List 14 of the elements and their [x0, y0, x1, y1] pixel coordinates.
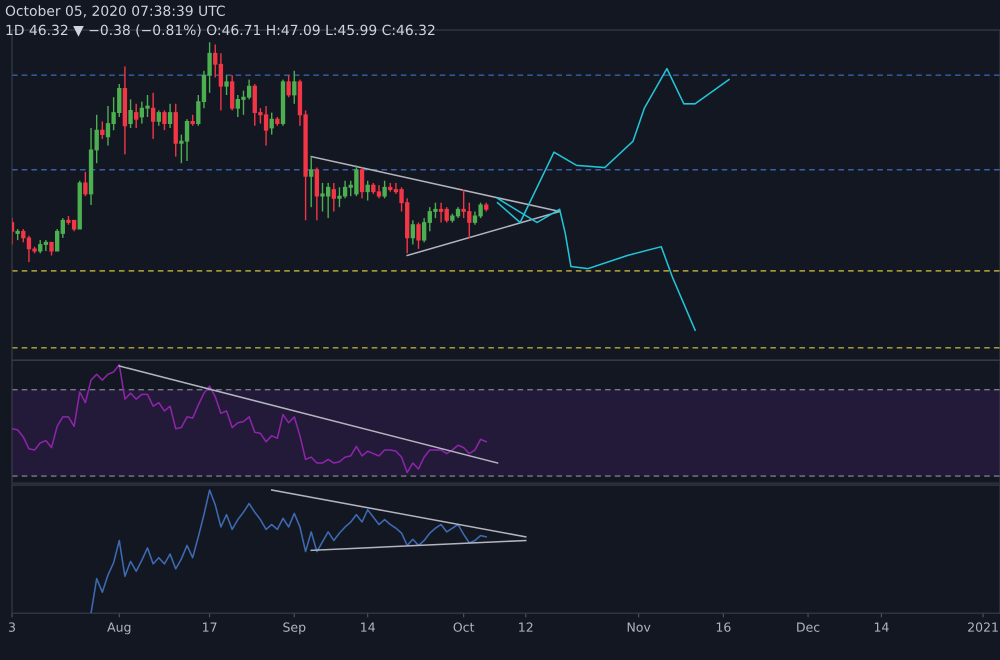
- x-tick-label: 16: [716, 622, 731, 632]
- x-tick-label: Aug: [107, 622, 130, 634]
- x-tick-label: 2021: [968, 622, 998, 632]
- x-tick-label: Oct: [454, 622, 474, 632]
- x-tick-label: 14: [874, 622, 889, 632]
- x-tick-label: 3: [8, 622, 15, 632]
- x-tick-label: Nov: [628, 622, 650, 632]
- x-tick-label: 17: [203, 622, 216, 632]
- text: October 05, 2020 07:38:39 UTC: [6, 5, 225, 18]
- text: 1D 46.32 ▼ −0.38 (−0.81%) O:46.71 H:47.09 L:45.99 C:46.32: [6, 24, 434, 37]
- x-tick-label: 14: [361, 622, 375, 632]
- x-tick-label: Sep: [283, 622, 306, 634]
- x-tick-label: Dec: [797, 622, 820, 632]
- x-tick-label: 12: [519, 622, 532, 632]
